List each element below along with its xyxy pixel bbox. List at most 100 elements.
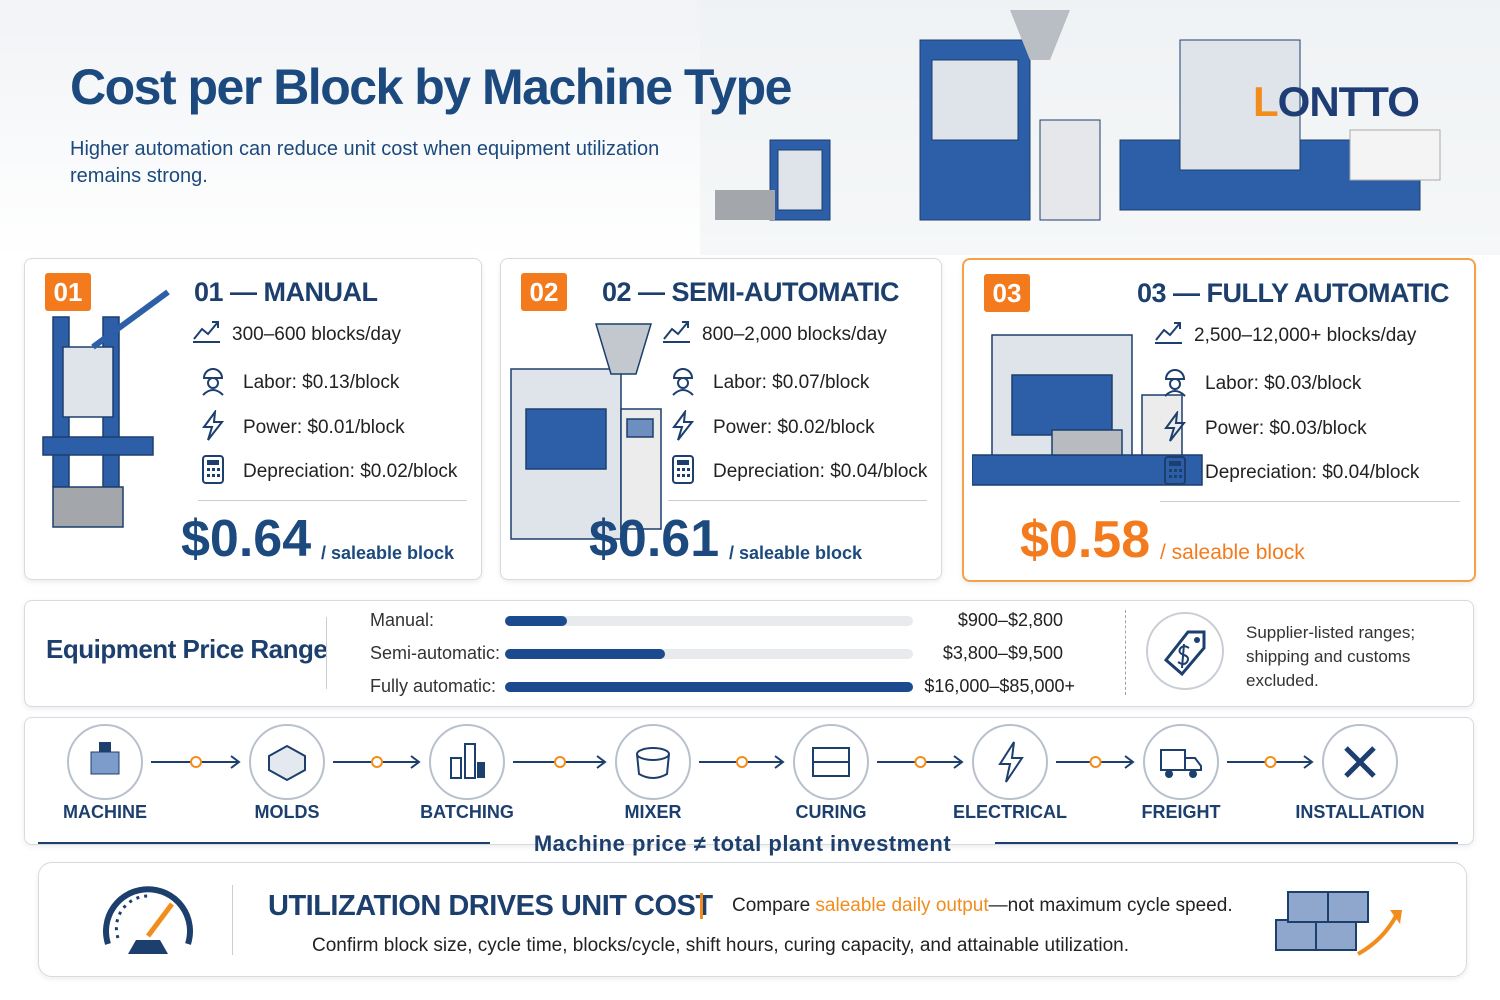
step-arrow — [151, 752, 241, 777]
row-icon — [192, 317, 222, 354]
step-icon — [791, 722, 871, 807]
decoration — [1315, 919, 1357, 951]
bar-fill — [505, 616, 567, 626]
row-icon — [202, 368, 224, 396]
decoration — [1164, 390, 1186, 397]
row-icon — [193, 321, 220, 343]
step-icon — [429, 724, 505, 800]
equipment-range: $3,800–$9,500 — [942, 643, 1063, 663]
decoration — [998, 741, 1024, 783]
decoration — [1160, 749, 1202, 778]
decoration — [202, 455, 224, 484]
step-arrow — [1227, 755, 1314, 769]
row-icon — [1164, 456, 1186, 485]
decoration — [99, 742, 111, 752]
decoration — [90, 751, 120, 775]
decoration — [1185, 757, 1202, 771]
decoration — [42, 289, 170, 528]
cost-row: 300–600 blocks/day — [232, 324, 402, 345]
step-icon — [67, 724, 143, 800]
decoration — [1179, 475, 1182, 478]
decoration — [230, 755, 241, 769]
decoration — [1327, 891, 1369, 923]
equipment-note: Supplier-listed ranges; shipping and cus… — [1246, 623, 1416, 690]
card-price: $0.64 — [181, 510, 312, 568]
step-icon — [427, 722, 507, 807]
card-unit: / saleable block — [1160, 541, 1305, 564]
subtitle: Higher automation can reduce unit cost w… — [70, 138, 660, 187]
brand-initial: L — [1253, 78, 1279, 125]
step-icon — [249, 724, 325, 800]
decoration — [202, 368, 224, 379]
decoration — [103, 886, 193, 945]
decoration — [1174, 469, 1177, 472]
blocks-icon — [1275, 891, 1402, 956]
step-label: MIXER — [624, 802, 682, 822]
decoration — [1124, 755, 1135, 769]
card-badge: 02 — [521, 273, 567, 311]
step-arrow — [333, 755, 421, 769]
decoration — [998, 741, 1024, 783]
step-icon — [613, 722, 693, 807]
decoration — [672, 408, 695, 441]
card-price: $0.61 — [589, 510, 720, 568]
step-arrow — [877, 755, 964, 769]
card-title: 01 — MANUAL — [194, 277, 378, 307]
decoration — [207, 468, 210, 471]
decoration — [212, 474, 215, 477]
step-arrow — [699, 755, 785, 769]
step-arrow — [699, 752, 785, 777]
step-icon — [972, 724, 1048, 800]
decoration — [1010, 10, 1070, 60]
bar-fill — [505, 649, 665, 659]
card-badge: 03 — [984, 274, 1030, 312]
accent-bar — [700, 893, 703, 919]
decoration — [1275, 891, 1369, 951]
step-arrow — [1227, 752, 1314, 777]
step-arrow — [1056, 755, 1135, 769]
gauge-icon — [103, 886, 193, 954]
equipment-label: Semi-automatic: — [370, 643, 501, 663]
brand-logo: LONTTO — [1253, 78, 1420, 126]
row-icon — [672, 368, 694, 396]
step-label: BATCHING — [420, 802, 514, 822]
decoration — [636, 747, 670, 779]
equipment-title: Equipment Price Range — [46, 634, 328, 664]
row-icon — [668, 408, 698, 447]
step-icon — [247, 722, 327, 807]
divider — [198, 500, 467, 501]
step-label: CURING — [795, 802, 867, 822]
decoration — [636, 753, 670, 779]
machine-illustration — [501, 319, 666, 554]
footer-detail: Confirm block size, cycle time, blocks/c… — [312, 935, 1129, 956]
card-unit: / saleable block — [729, 543, 863, 563]
header-illustration — [700, 0, 1500, 255]
decoration — [217, 474, 220, 477]
decoration — [410, 755, 421, 769]
decoration — [1344, 746, 1376, 778]
row-icon — [1160, 366, 1190, 403]
compare-text: —not maximum cycle speed. — [988, 895, 1233, 916]
decoration — [715, 190, 775, 220]
decoration — [429, 724, 505, 800]
decoration — [736, 756, 748, 768]
bar-track — [505, 649, 913, 659]
decoration — [52, 486, 124, 528]
decoration — [682, 468, 685, 471]
decoration — [1011, 374, 1113, 436]
decoration — [1390, 910, 1402, 924]
decoration — [953, 755, 964, 769]
decoration — [1164, 456, 1186, 485]
decoration — [1275, 919, 1317, 951]
cost-row: Power: $0.02/block — [713, 417, 875, 438]
row-icon — [1164, 409, 1187, 442]
machine-illustration — [33, 287, 183, 542]
decoration — [268, 744, 306, 782]
decoration — [769, 39, 1421, 221]
decoration — [207, 377, 219, 389]
decoration — [62, 346, 114, 418]
bar-track — [505, 616, 913, 626]
cost-row: 2,500–12,000+ blocks/day — [1194, 325, 1417, 346]
footer-title: UTILIZATION DRIVES UNIT COST — [268, 890, 713, 922]
decoration — [1189, 770, 1197, 778]
